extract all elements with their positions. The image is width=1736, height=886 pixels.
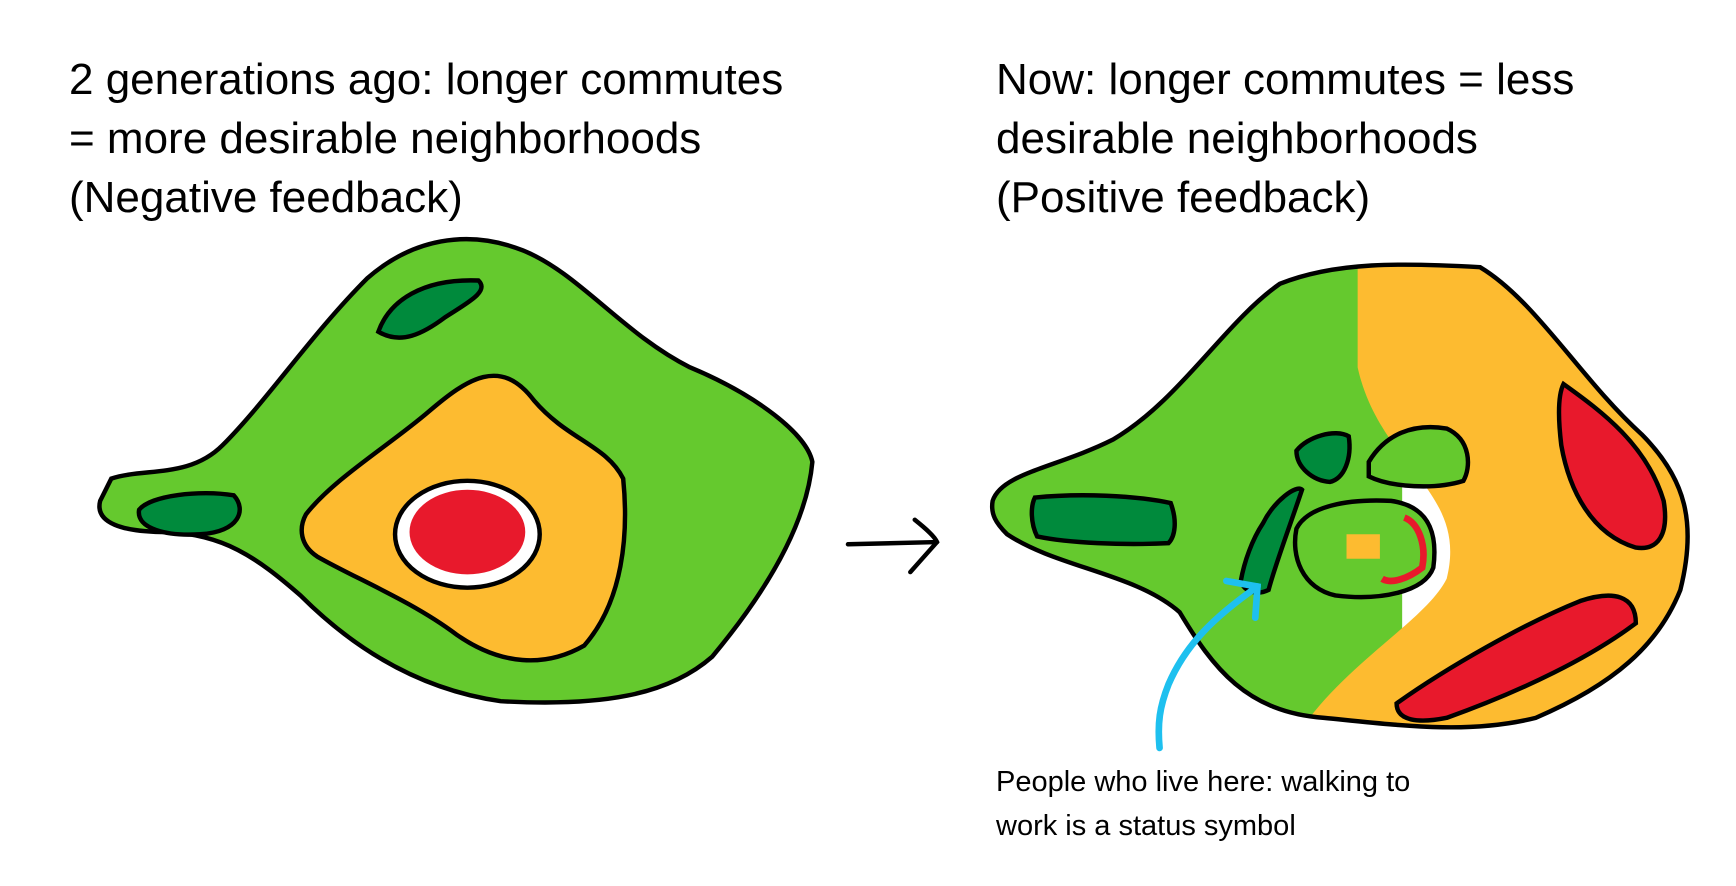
transition-arrow [845, 517, 940, 575]
annotation-line: work is a status symbol [996, 810, 1296, 842]
right-title-line: desirable neighborhoods [996, 114, 1478, 163]
right-red-zone-south [1394, 593, 1639, 723]
right-title-line: Now: longer commutes = less [996, 55, 1575, 104]
right-dark-green-small [1294, 431, 1352, 485]
left-title-line: = more desirable neighborhoods [69, 114, 702, 163]
left-city-map [97, 236, 815, 705]
left-dark-green-patch-top [375, 278, 484, 340]
left-city-center-core [409, 489, 526, 575]
right-center-orange-mark [1346, 534, 1380, 559]
right-panel-title: Now: longer commutes = less desirable ne… [996, 50, 1574, 227]
right-green-small-zone [1366, 424, 1471, 489]
left-title-line: 2 generations ago: longer commutes [69, 55, 784, 104]
left-title-line: (Negative feedback) [69, 173, 463, 222]
right-center-red-mark [1380, 514, 1427, 585]
right-dark-green-rect [1029, 493, 1177, 547]
right-city-map [989, 262, 1690, 730]
annotation-pointer-arrow [1155, 577, 1262, 752]
annotation-note: People who live here: walking to work is… [996, 760, 1410, 848]
left-panel-title: 2 generations ago: longer commutes = mor… [69, 50, 783, 227]
left-dark-green-patch-tail [136, 490, 242, 537]
right-red-zone-east [1556, 380, 1668, 551]
right-title-line: (Positive feedback) [996, 173, 1371, 222]
right-dark-green-walkable-strip [1238, 486, 1305, 595]
annotation-line: People who live here: walking to [996, 766, 1411, 798]
right-city-outer-zone [989, 262, 1690, 730]
